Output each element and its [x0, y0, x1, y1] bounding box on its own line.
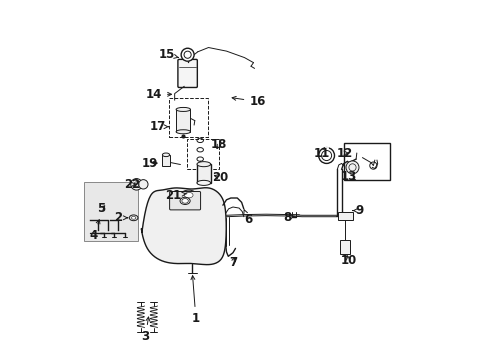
- Circle shape: [130, 179, 142, 190]
- Ellipse shape: [129, 215, 138, 221]
- Ellipse shape: [162, 153, 169, 157]
- Circle shape: [139, 180, 148, 189]
- Text: 1: 1: [191, 276, 200, 325]
- Text: 14: 14: [145, 88, 171, 101]
- Text: 4: 4: [90, 220, 100, 242]
- Text: 3: 3: [141, 317, 149, 343]
- Bar: [162, 155, 169, 166]
- Bar: [339, 240, 349, 254]
- Polygon shape: [141, 188, 226, 265]
- Text: 10: 10: [340, 255, 356, 267]
- FancyBboxPatch shape: [169, 192, 200, 210]
- Bar: [84, 182, 138, 241]
- Text: 2: 2: [114, 211, 127, 224]
- FancyBboxPatch shape: [178, 59, 197, 87]
- Text: 15: 15: [159, 48, 178, 61]
- Text: 9: 9: [352, 204, 363, 217]
- Text: 16: 16: [232, 95, 265, 108]
- Text: 6: 6: [244, 210, 252, 226]
- Text: 17: 17: [149, 120, 168, 133]
- Circle shape: [181, 48, 194, 61]
- Ellipse shape: [131, 216, 136, 219]
- Ellipse shape: [184, 192, 193, 198]
- Bar: [176, 109, 190, 132]
- Ellipse shape: [181, 190, 196, 200]
- Text: 12: 12: [337, 147, 353, 159]
- Ellipse shape: [197, 180, 210, 185]
- Ellipse shape: [176, 130, 190, 134]
- Bar: [168, 98, 207, 137]
- Bar: [343, 143, 389, 180]
- Bar: [337, 212, 352, 220]
- Ellipse shape: [197, 162, 210, 167]
- Text: 20: 20: [211, 171, 228, 184]
- Bar: [197, 164, 210, 183]
- Text: 21: 21: [165, 189, 186, 202]
- Text: 19: 19: [142, 157, 158, 170]
- Bar: [186, 139, 218, 169]
- Text: 11: 11: [313, 147, 329, 159]
- Text: 5: 5: [97, 202, 105, 215]
- Text: 18: 18: [211, 138, 227, 151]
- Text: 13: 13: [340, 170, 356, 183]
- Text: 22: 22: [124, 178, 140, 191]
- Ellipse shape: [180, 197, 190, 204]
- Text: 7: 7: [228, 256, 237, 269]
- Text: 8: 8: [282, 211, 293, 224]
- Ellipse shape: [176, 107, 190, 112]
- Circle shape: [183, 51, 191, 58]
- Circle shape: [346, 161, 358, 174]
